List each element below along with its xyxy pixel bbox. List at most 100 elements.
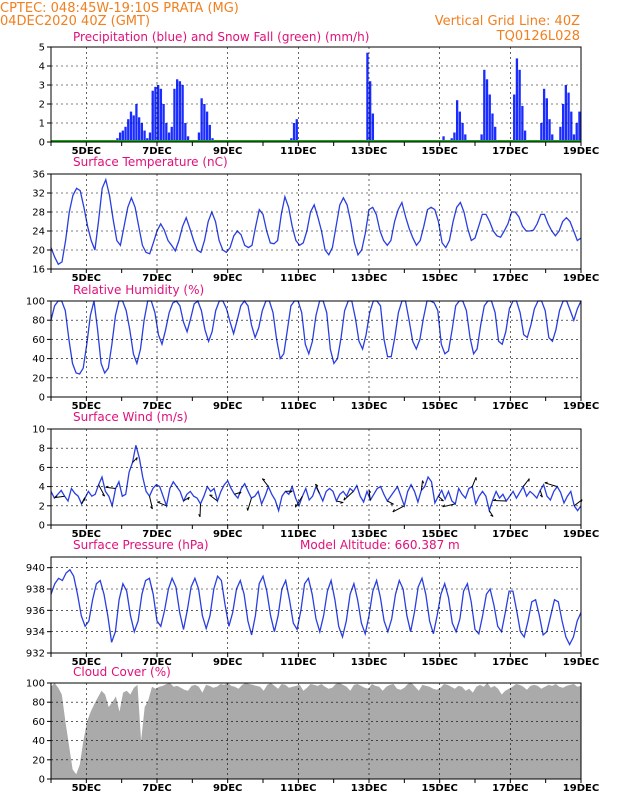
x-tick-label: 13DEC: [351, 273, 387, 284]
precip-bar: [186, 136, 190, 142]
x-tick-label: 15DEC: [422, 273, 458, 284]
precip-bar: [494, 126, 497, 142]
precip-bar: [203, 104, 206, 142]
pressure-panel: Surface Pressure (hPa) Model Altitude: 66…: [26, 538, 599, 668]
y-tick-label: 10: [32, 425, 45, 436]
x-tick-label: 19DEC: [563, 273, 599, 284]
y-tick-label: 1: [39, 119, 45, 130]
y-tick-label: 932: [26, 649, 45, 660]
wind-arrow: [295, 495, 303, 508]
wind-arrow: [442, 503, 456, 508]
x-tick-label: 9DEC: [213, 529, 242, 540]
wind-arrow: [132, 457, 138, 463]
precip-bar: [140, 123, 144, 142]
x-tick-label: 11DEC: [280, 529, 316, 540]
precip-bar: [205, 111, 209, 142]
wind-arrow-head: [340, 501, 344, 504]
x-tick-label: 5DEC: [72, 401, 101, 412]
precip-bar: [148, 132, 152, 142]
wind-arrow: [261, 478, 269, 487]
precip-bar: [442, 136, 445, 142]
pressure-frame: [50, 556, 582, 654]
x-tick-label: 11DEC: [280, 657, 316, 668]
x-tick-label: 7DEC: [142, 657, 171, 668]
wind-arrow: [81, 497, 86, 505]
wind-arrow: [336, 500, 344, 503]
y-tick-label: 0: [39, 775, 45, 786]
rh-title: Relative Humidity (%): [73, 283, 204, 297]
wind-arrow-head: [392, 509, 395, 513]
precip-bar: [513, 94, 516, 142]
precip-bar: [488, 94, 491, 142]
x-tick-label: 11DEC: [280, 401, 316, 412]
precip-bar: [575, 123, 578, 142]
y-tick-label: 20: [32, 755, 45, 766]
wind-arrow-head: [440, 499, 444, 502]
pressure-line: [50, 568, 582, 646]
wind-arrow: [420, 480, 424, 491]
cloud-frame: [50, 682, 582, 780]
cloud-title: Cloud Cover (%): [73, 665, 171, 679]
x-tick-label: 17DEC: [492, 401, 528, 412]
wind-panel: Surface Wind (m/s) 0 2 4 6 8 10 5DEC 7DEC 9DEC 11D…: [32, 410, 599, 540]
wind-arrow: [437, 495, 444, 502]
temp-title: Surface Temperature (nC): [73, 155, 228, 169]
precip-bar: [121, 130, 124, 142]
wind-arrow: [471, 477, 477, 487]
wind-arrow: [343, 491, 354, 501]
wind-arrow-head: [136, 457, 138, 461]
precip-bar: [151, 90, 154, 142]
y-tick-label: 2: [39, 100, 45, 111]
wind-arrow-head: [343, 497, 346, 501]
precip-title: Precipitation (blue) and Snow Fall (gree…: [73, 30, 369, 44]
x-tick-label: 15DEC: [422, 529, 458, 540]
wind-arrow: [54, 495, 65, 499]
y-tick-label: 940: [26, 563, 45, 574]
wind-arrow: [544, 482, 558, 488]
precip-bar: [200, 98, 203, 142]
wind-arrow: [315, 483, 320, 494]
x-tick-label: 7DEC: [142, 783, 171, 794]
x-tick-label: 13DEC: [351, 783, 387, 794]
wind-arrow-head: [101, 494, 105, 497]
y-tick-label: 6: [39, 463, 45, 474]
wind-arrow-head: [54, 495, 58, 498]
precip-bar: [561, 104, 565, 142]
x-tick-label: 11DEC: [280, 146, 316, 157]
precip-bar: [173, 88, 176, 142]
wind-arrow: [183, 496, 190, 502]
precip-bar: [292, 123, 296, 142]
precip-bar: [129, 111, 133, 142]
rh-line: [50, 299, 582, 375]
y-tick-label: 28: [32, 208, 45, 219]
precip-bar: [178, 81, 182, 142]
precip-bar: [143, 130, 146, 142]
x-tick-label: 9DEC: [213, 273, 242, 284]
x-tick-label: 7DEC: [142, 273, 171, 284]
precip-bar: [295, 119, 298, 142]
wind-title: Surface Wind (m/s): [73, 410, 188, 424]
x-tick-label: 7DEC: [142, 146, 171, 157]
precip-bar: [132, 115, 135, 142]
wind-arrow-head: [442, 504, 446, 508]
x-tick-label: 13DEC: [351, 529, 387, 540]
wind-arrow-head: [198, 513, 201, 518]
precip-panel: Precipitation (blue) and Snow Fall (gree…: [39, 30, 600, 157]
precip-bar: [518, 69, 521, 142]
x-tick-label: 13DEC: [351, 657, 387, 668]
y-tick-label: 934: [26, 627, 45, 638]
wind-arrow: [234, 491, 242, 495]
y-tick-label: 80: [32, 698, 45, 709]
y-tick-label: 0: [39, 138, 45, 149]
x-tick-label: 11DEC: [280, 273, 316, 284]
x-tick-label: 9DEC: [213, 783, 242, 794]
x-tick-label: 17DEC: [492, 146, 528, 157]
x-tick-label: 17DEC: [492, 273, 528, 284]
y-tick-label: 938: [26, 585, 45, 596]
wind-arrow: [522, 478, 530, 487]
y-tick-label: 3: [39, 81, 45, 92]
y-tick-label: 36: [32, 170, 45, 181]
precip-bar: [559, 126, 562, 142]
precip-bar: [464, 134, 467, 142]
